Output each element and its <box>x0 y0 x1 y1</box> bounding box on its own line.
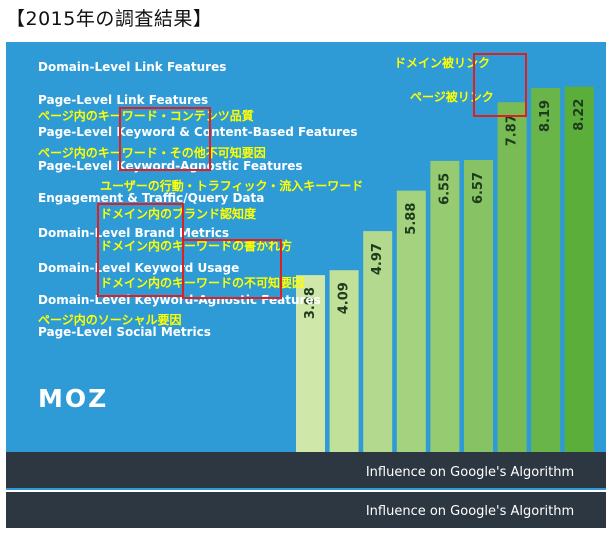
highlight-box <box>119 107 211 171</box>
bar-value-label: 6.57 <box>471 172 486 204</box>
japanese-annotation: ユーザーの行動・トラフィック・流入キーワード <box>100 178 363 193</box>
bar-value-label: 3.98 <box>303 287 318 319</box>
category-label: Page-Level Link Features <box>38 93 208 107</box>
japanese-annotation: ドメイン内のブランド認知度 <box>100 206 257 221</box>
footer-label-1: Influence on Google's Algorithm <box>366 465 574 480</box>
category-label: Engagement & Traffic/Query Data <box>38 191 264 205</box>
bar-value-label: 4.97 <box>370 243 385 275</box>
highlight-box <box>182 239 282 299</box>
japanese-annotation: ページ内のキーワード・その他不可知要因 <box>38 145 266 160</box>
footer-band-2 <box>6 492 606 528</box>
bar <box>296 275 325 452</box>
highlight-box <box>473 53 527 117</box>
moz-logo: MOZ <box>38 384 108 413</box>
bar-value-label: 8.19 <box>538 100 553 132</box>
footer-band-1 <box>6 452 606 488</box>
bar-value-label: 7.87 <box>505 114 520 146</box>
japanese-annotation: ページ内のソーシャル要因 <box>38 312 182 327</box>
japanese-annotation: ページ内のキーワード・コンテンツ品質 <box>38 108 254 123</box>
bar <box>531 88 561 452</box>
annotations-layer: ページ内のソーシャル要因 ドメイン内のキーワードの不可知要因ドメイン内のキーワード… <box>38 55 494 327</box>
footer-label-2: Influence on Google's Algorithm <box>366 504 574 519</box>
bar <box>464 160 493 452</box>
bar-value-label: 4.09 <box>337 282 352 314</box>
bar-value-label: 8.22 <box>572 99 587 131</box>
category-label: Page-Level Social Metrics <box>38 325 211 339</box>
bar <box>430 160 460 452</box>
category-label: Page-Level Keyword & Content-Based Featu… <box>38 125 357 139</box>
japanese-annotation: ドメイン内のキーワードの不可知要因 <box>100 275 304 290</box>
bar <box>396 190 426 452</box>
japanese-annotation: ドメイン内のキーワードの書かれ方 <box>100 238 292 253</box>
category-label: Page-Level Keyword-Agnostic Features <box>38 159 303 173</box>
bar-value-label: 5.88 <box>404 203 419 235</box>
bar <box>497 102 527 452</box>
bar <box>363 231 393 452</box>
category-label: Domain-Level Link Features <box>38 60 226 74</box>
moz-logo-text: MOZ <box>38 384 108 413</box>
labels-layer: Page-Level Social Metrics Domain-Level Ke… <box>38 60 357 339</box>
japanese-annotation: ページ被リンク <box>410 89 494 104</box>
page-title: 【2015年の調査結果】 <box>6 8 213 30</box>
category-label: Domain-Level Brand Metrics <box>38 226 229 240</box>
bar <box>329 270 359 452</box>
bars-layer: 3.98 4.09 4.97 5.88 6.55 6.57 7.87 8.19 8.22 <box>296 86 594 453</box>
highlight-boxes <box>97 53 527 299</box>
category-label: Domain-Level Keyword Usage <box>38 261 239 275</box>
bar-value-label: 6.55 <box>437 173 452 205</box>
bar <box>564 86 594 453</box>
japanese-annotation: ドメイン被リンク <box>394 55 490 70</box>
